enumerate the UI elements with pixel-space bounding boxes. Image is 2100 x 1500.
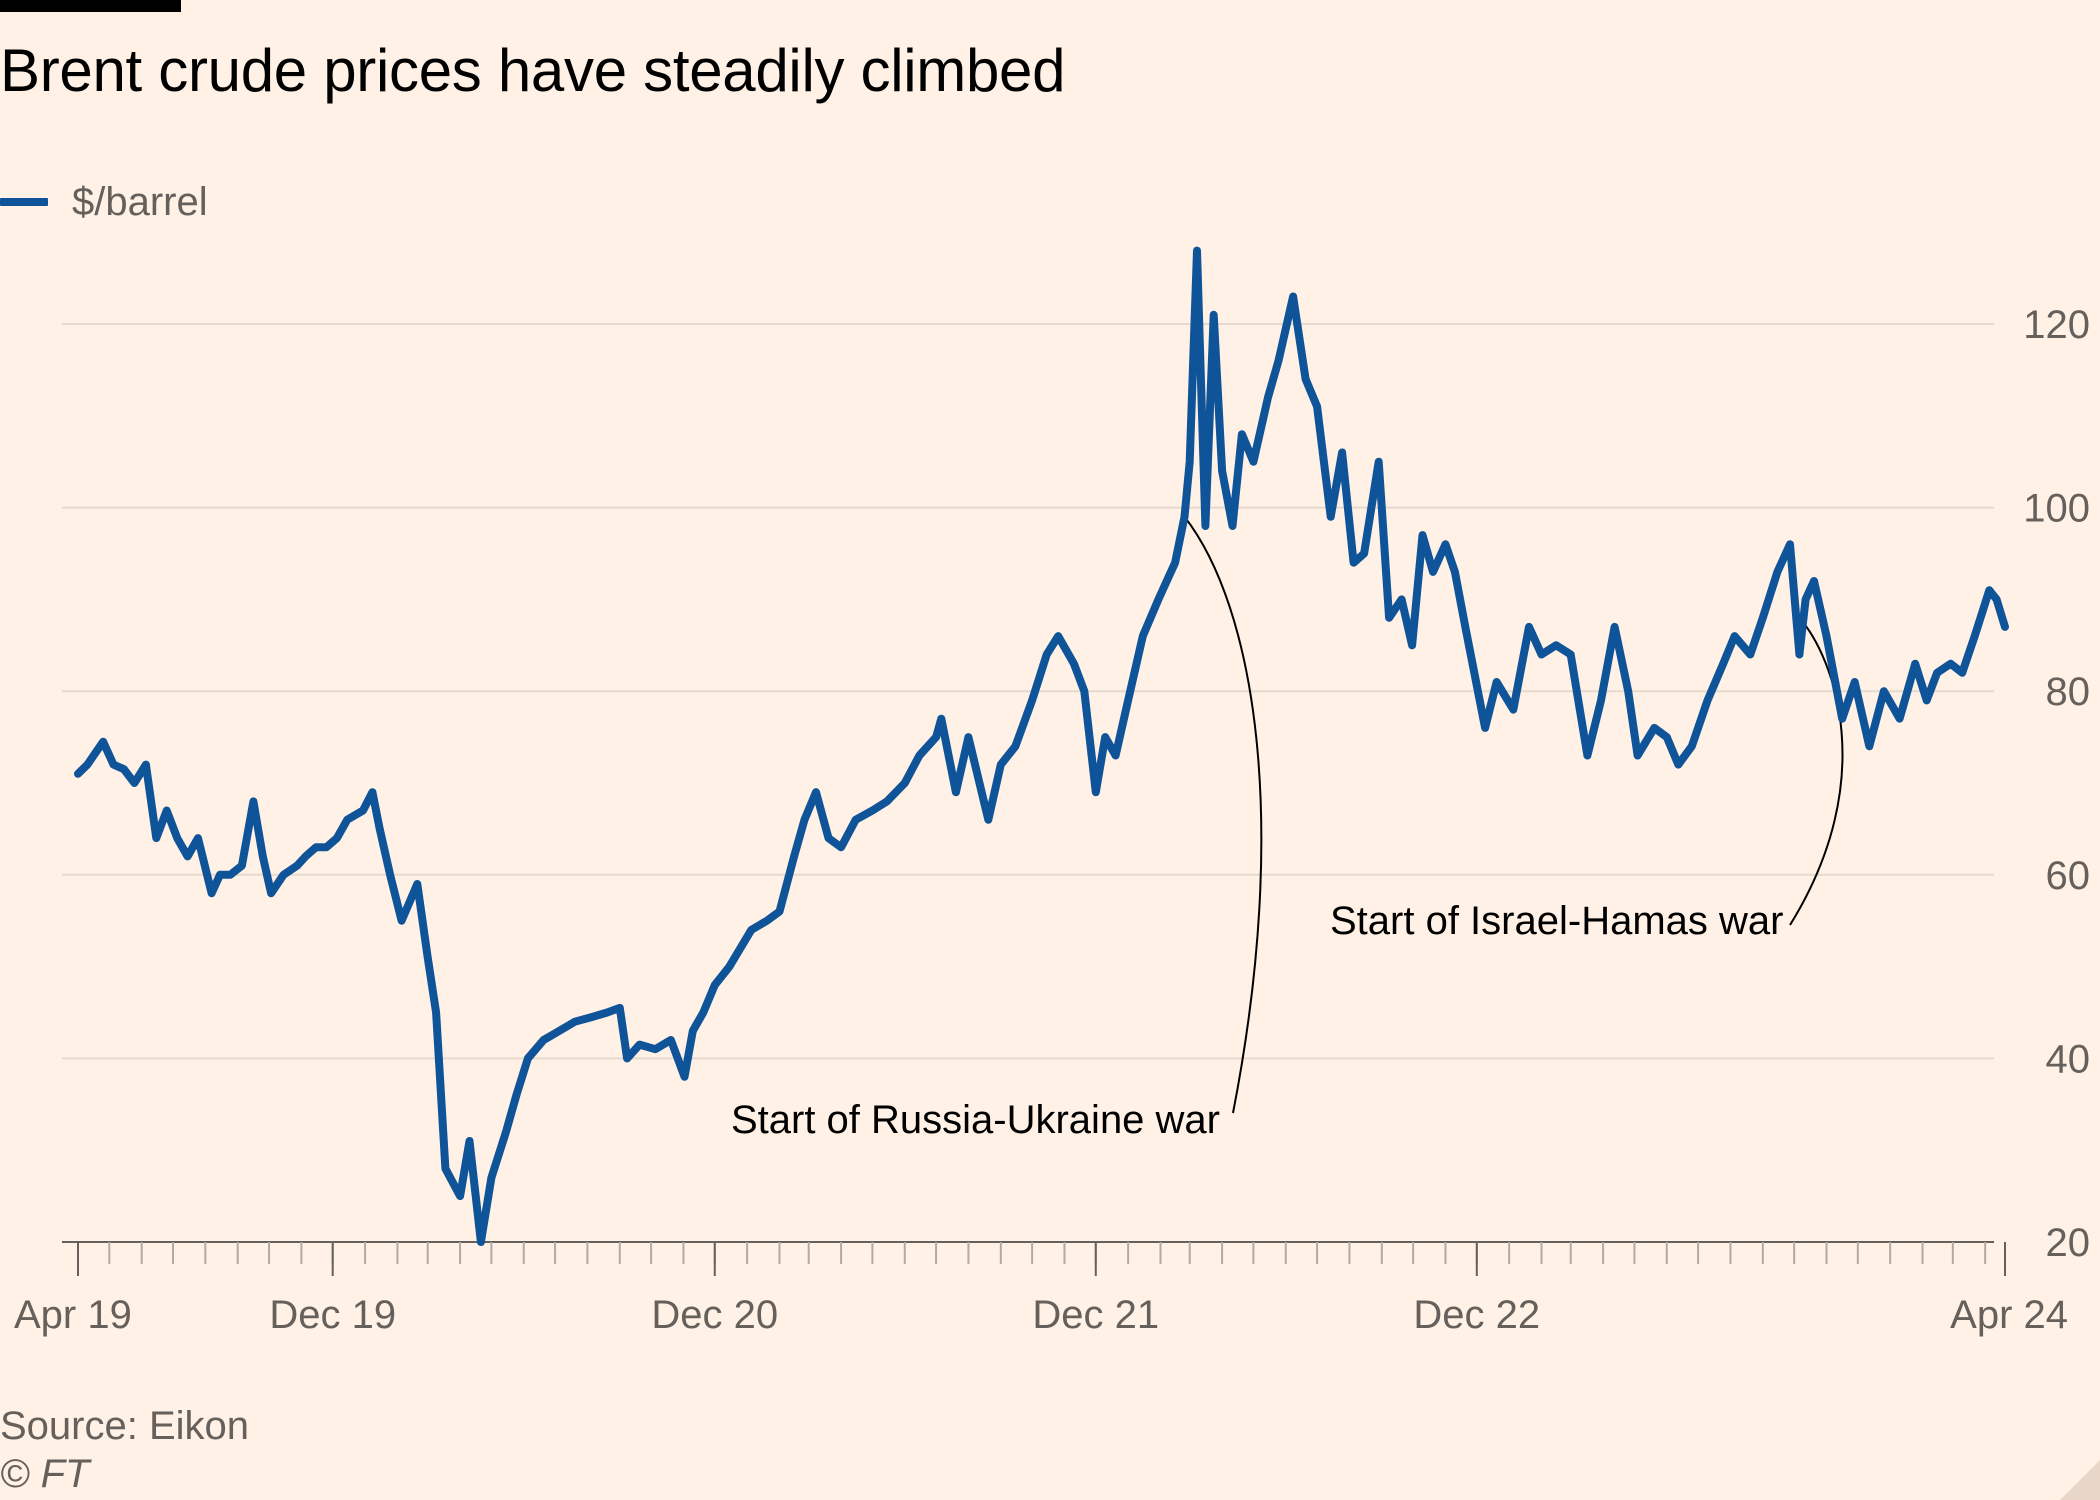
source-note: Source: Eikon [0,1404,250,1448]
annotation-israel-hamas: Start of Israel-Hamas war [1330,899,1783,943]
series-line-brent [74,246,2009,1246]
y-axis-labels: 20 40 60 80 100 120 [2023,303,2090,1265]
x-tick-label: Dec 21 [1032,1293,1159,1337]
y-tick-label: 40 [2046,1037,2091,1081]
legend: $/barrel [0,176,208,228]
x-axis: Apr 19 Dec 19 Dec 20 Dec 21 Dec 22 Apr 24 [14,1242,2068,1337]
gridlines [62,323,1994,1243]
x-tick-label: Dec 19 [269,1293,396,1337]
chart-title: Brent crude prices have steadily climbed [0,37,1066,104]
y-tick-label: 100 [2023,487,2090,531]
annotation-leader [1183,516,1263,1114]
x-tick-label: Dec 22 [1413,1293,1540,1337]
y-tick-label: 60 [2046,854,2091,898]
annotation-russia-ukraine: Start of Russia-Ukraine war [731,1098,1220,1142]
copyright-note: © FT [0,1452,90,1496]
brand-bar [0,0,181,12]
y-tick-label: 20 [2046,1221,2091,1265]
legend-swatch [0,198,48,206]
x-tick-label: Dec 20 [651,1293,778,1337]
annotations: Start of Russia-Ukraine war Start of Isra… [731,516,1844,1142]
y-tick-label: 80 [2046,670,2091,714]
x-tick-label: Apr 24 [1950,1293,2068,1337]
corner-fold-icon [2060,1460,2100,1500]
x-tick-label: Apr 19 [14,1293,132,1337]
legend-label: $/barrel [72,179,208,224]
series-layer [74,246,2009,1246]
annotation-leader [1789,617,1844,926]
y-tick-label: 120 [2023,303,2090,347]
